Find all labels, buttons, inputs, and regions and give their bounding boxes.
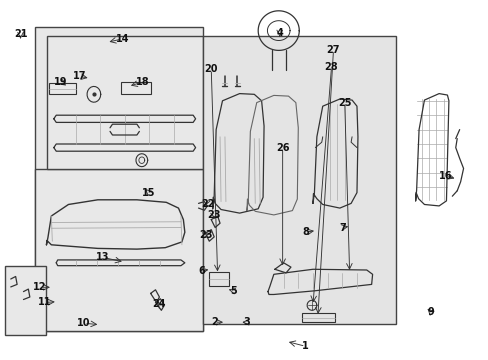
Text: 11: 11 — [38, 297, 52, 307]
Text: 18: 18 — [136, 77, 149, 87]
Text: 20: 20 — [204, 64, 218, 74]
Text: 15: 15 — [142, 188, 156, 198]
Text: 3: 3 — [243, 317, 250, 327]
Text: 4: 4 — [276, 28, 283, 38]
Bar — [203, 36, 395, 324]
Text: 5: 5 — [230, 286, 237, 296]
Text: 8: 8 — [302, 227, 308, 237]
Text: 1: 1 — [302, 341, 308, 351]
Text: 19: 19 — [54, 77, 68, 87]
Text: 12: 12 — [33, 282, 47, 292]
Text: 23: 23 — [207, 210, 221, 220]
Bar — [35, 169, 203, 331]
Bar — [5, 266, 46, 335]
Text: 14: 14 — [115, 34, 129, 44]
Text: 26: 26 — [275, 143, 289, 153]
Text: 7: 7 — [338, 222, 345, 233]
Text: 10: 10 — [77, 318, 91, 328]
Bar — [121, 82, 150, 94]
Text: 24: 24 — [152, 299, 166, 309]
Bar — [35, 27, 203, 331]
Text: 17: 17 — [72, 71, 86, 81]
Bar — [302, 313, 334, 322]
Text: 21: 21 — [14, 29, 27, 39]
Text: 27: 27 — [326, 45, 340, 55]
Text: 13: 13 — [96, 252, 109, 262]
Bar — [209, 272, 228, 286]
Text: 6: 6 — [198, 266, 204, 276]
Text: 28: 28 — [324, 62, 338, 72]
Text: 22: 22 — [201, 199, 214, 210]
Text: 9: 9 — [427, 307, 434, 318]
Text: 2: 2 — [210, 317, 217, 327]
Text: 23: 23 — [199, 230, 213, 240]
Text: 16: 16 — [438, 171, 452, 181]
Text: 25: 25 — [337, 98, 351, 108]
Bar — [47, 36, 203, 169]
Bar — [49, 83, 76, 94]
